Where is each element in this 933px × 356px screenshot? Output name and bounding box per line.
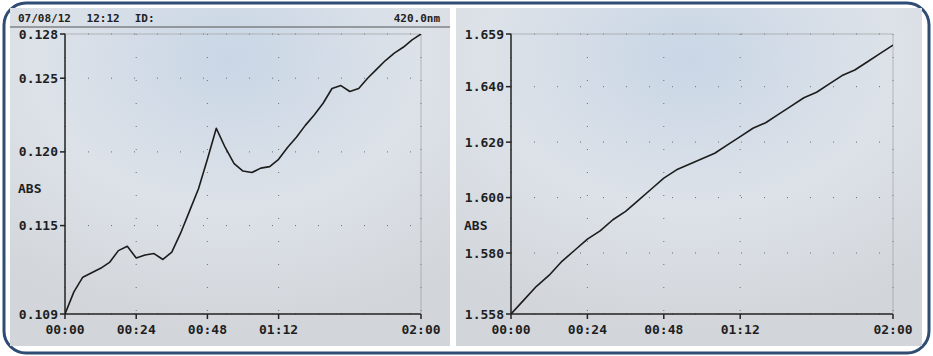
grid-line bbox=[587, 34, 588, 314]
grid-line bbox=[65, 225, 421, 226]
grid-line bbox=[65, 34, 421, 35]
y-tick bbox=[60, 225, 65, 227]
y-axis-label: ABS bbox=[464, 218, 488, 233]
x-tick bbox=[510, 314, 512, 319]
plot-frame bbox=[65, 34, 421, 35]
y-tick-label: 1.659 bbox=[465, 27, 504, 42]
x-tick-label: 00:00 bbox=[491, 322, 530, 337]
grid-line bbox=[740, 34, 741, 314]
grid-line bbox=[511, 314, 893, 315]
header-text: ID: bbox=[135, 12, 155, 25]
y-tick bbox=[506, 252, 511, 254]
plot-frame bbox=[511, 34, 893, 35]
y-tick-label: 1.640 bbox=[465, 79, 504, 94]
y-axis bbox=[510, 34, 512, 314]
outer-frame bbox=[4, 3, 929, 353]
y-axis bbox=[64, 34, 66, 314]
header-text: 07/08/12 bbox=[18, 12, 71, 25]
marks bbox=[511, 45, 893, 314]
grid-line bbox=[663, 34, 664, 314]
chart-panel: 1.558 1.580 1.600 1.620 1.640 1.659 ABS 00:00 00… bbox=[456, 8, 922, 346]
screen bbox=[456, 8, 922, 346]
y-tick-label: 1.558 bbox=[465, 307, 504, 322]
grid-line bbox=[511, 253, 893, 254]
y-tick bbox=[506, 197, 511, 199]
y-tick-label: 1.580 bbox=[465, 246, 504, 261]
x-axis bbox=[511, 313, 893, 315]
x-tick-label: 02:00 bbox=[873, 322, 912, 337]
x-tick-label: 00:24 bbox=[117, 322, 156, 337]
x-tick-label: 00:00 bbox=[45, 322, 84, 337]
chart-panel: 07/08/12 12:12 ID: 420.0nm 0.109 0.115 0.120 0.… bbox=[10, 8, 450, 346]
x-tick bbox=[278, 314, 280, 319]
y-tick-label: 1.620 bbox=[465, 135, 504, 150]
y-tick-label: 0.128 bbox=[19, 27, 58, 42]
header-text: 12:12 bbox=[87, 12, 120, 25]
plot-frame bbox=[893, 34, 894, 314]
grid-line bbox=[893, 34, 894, 314]
grid-line bbox=[278, 34, 279, 314]
grid-line bbox=[65, 34, 66, 314]
y-tick-label: 1.600 bbox=[465, 190, 504, 205]
plot-frame bbox=[421, 34, 422, 314]
grid-line bbox=[511, 142, 893, 143]
x-tick bbox=[64, 314, 66, 319]
x-tick-label: 01:12 bbox=[259, 322, 298, 337]
x-tick bbox=[420, 314, 422, 319]
x-tick-label: 00:48 bbox=[644, 322, 683, 337]
grid-line bbox=[511, 197, 893, 198]
y-tick bbox=[506, 141, 511, 143]
y-tick-label: 0.120 bbox=[19, 144, 58, 159]
grid-line bbox=[511, 34, 893, 35]
screen bbox=[10, 8, 450, 346]
data-line bbox=[65, 34, 421, 314]
x-tick bbox=[587, 314, 589, 319]
header-rule bbox=[10, 27, 450, 28]
y-tick bbox=[506, 86, 511, 88]
y-tick bbox=[60, 151, 65, 153]
x-tick bbox=[135, 314, 137, 319]
y-tick bbox=[60, 77, 65, 79]
y-tick-label: 0.115 bbox=[19, 218, 58, 233]
grid-line bbox=[511, 86, 893, 87]
x-tick-label: 00:48 bbox=[188, 322, 227, 337]
x-tick bbox=[892, 314, 894, 319]
grid-line bbox=[136, 34, 137, 314]
y-tick bbox=[60, 33, 65, 35]
x-tick bbox=[207, 314, 209, 319]
y-tick-label: 0.109 bbox=[19, 307, 58, 322]
y-tick-label: 0.125 bbox=[19, 71, 58, 86]
figure: 07/08/12 12:12 ID: 420.0nm 0.109 0.115 0.120 0.… bbox=[0, 0, 933, 356]
grid-line bbox=[65, 314, 421, 315]
x-tick bbox=[663, 314, 665, 319]
grid-line bbox=[65, 151, 421, 152]
grid-line bbox=[421, 34, 422, 314]
data-line bbox=[511, 45, 893, 314]
y-tick bbox=[506, 33, 511, 35]
x-tick-label: 02:00 bbox=[401, 322, 440, 337]
y-axis-label: ABS bbox=[18, 181, 42, 196]
x-tick-label: 00:24 bbox=[568, 322, 607, 337]
header-text: 420.0nm bbox=[394, 12, 441, 25]
x-tick-label: 01:12 bbox=[721, 322, 760, 337]
grid-line bbox=[511, 34, 512, 314]
marks bbox=[65, 34, 421, 314]
grid-line bbox=[207, 34, 208, 314]
x-axis bbox=[65, 313, 421, 315]
x-tick bbox=[739, 314, 741, 319]
